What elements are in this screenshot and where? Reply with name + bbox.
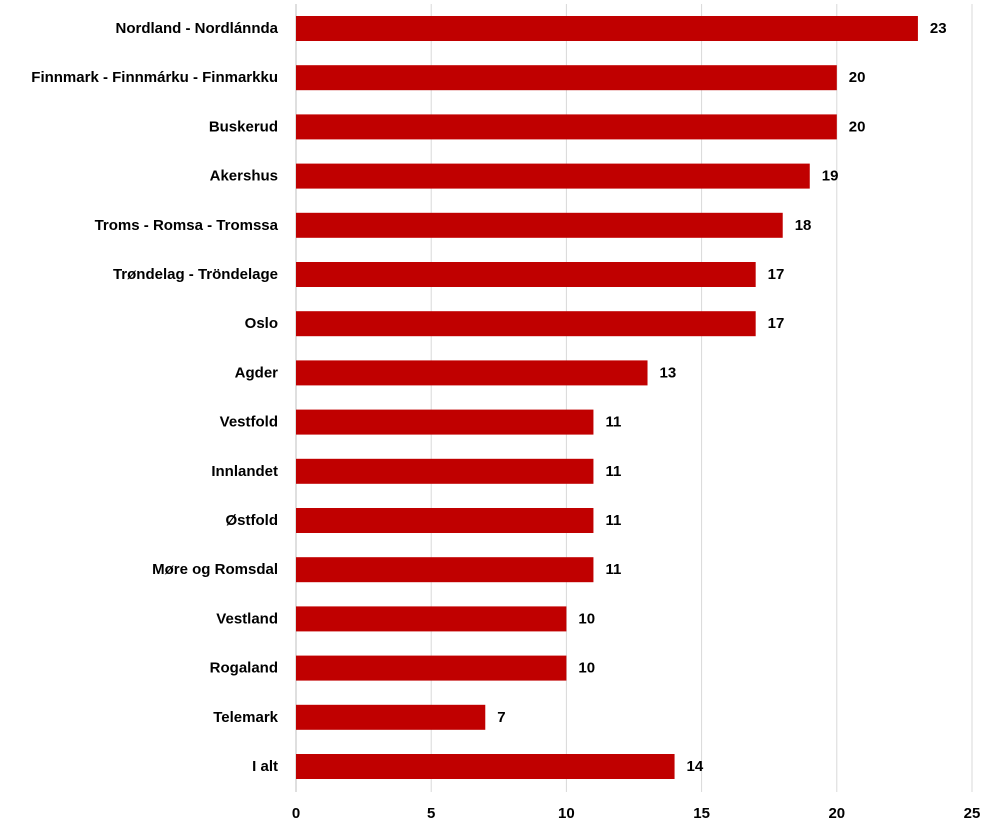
bar [296,508,594,533]
x-tick-label: 0 [292,805,300,822]
x-tick-label: 10 [558,805,575,822]
category-label: Østfold [226,512,279,529]
data-label: 14 [687,758,704,775]
bar [296,754,675,779]
data-label: 17 [768,266,785,283]
category-label: Oslo [245,315,278,332]
data-label: 11 [605,512,621,529]
data-label: 7 [497,709,505,726]
x-tick-label: 15 [693,805,710,822]
data-labels: 23 20 20 19 18 17 17 13 11 11 11 11 10 10 7 14 [497,20,946,775]
category-label: Rogaland [210,660,278,677]
bar [296,704,486,730]
data-label: 20 [849,118,866,135]
data-label: 23 [930,20,947,37]
category-label: Troms - Romsa - Tromssa [95,217,279,234]
bar [296,606,567,632]
bar [296,409,594,435]
bar [296,557,594,583]
data-label: 11 [605,561,621,578]
bar [296,212,783,238]
data-label: 11 [605,414,621,431]
category-label: Buskerud [209,118,278,135]
data-label: 18 [795,217,812,234]
category-label: Innlandet [211,463,278,480]
category-label: Trøndelag - Tröndelage [113,266,278,283]
bar [296,262,756,287]
data-label: 17 [768,315,785,332]
data-label: 10 [578,660,595,677]
data-label: 11 [605,463,621,480]
bar [296,360,648,386]
category-label: Vestland [216,610,278,627]
category-label: Møre og Romsdal [152,561,278,578]
data-label: 13 [660,364,677,381]
x-tick-label: 20 [828,805,845,822]
category-label: Agder [235,364,279,381]
bars [296,16,918,779]
bar [296,114,837,140]
bar [296,65,837,91]
category-label: Vestfold [220,414,278,431]
category-label: Finnmark - Finnmárku - Finmarkku [31,69,278,86]
category-label: Akershus [210,168,278,185]
data-label: 10 [578,610,595,627]
bar [296,458,594,484]
x-axis-ticks: 0 5 10 15 20 25 [292,805,981,822]
category-label: Nordland - Nordlánnda [116,20,279,37]
category-label: Telemark [213,709,278,726]
x-tick-label: 25 [964,805,981,822]
data-label: 19 [822,168,839,185]
bar [296,311,756,337]
x-tick-label: 5 [427,805,435,822]
bar [296,655,567,681]
category-label: I alt [252,758,278,775]
category-labels: Nordland - Nordlánnda Finnmark - Finnmárk… [31,20,278,775]
data-label: 20 [849,69,866,86]
bar [296,163,810,189]
bar [296,16,918,41]
